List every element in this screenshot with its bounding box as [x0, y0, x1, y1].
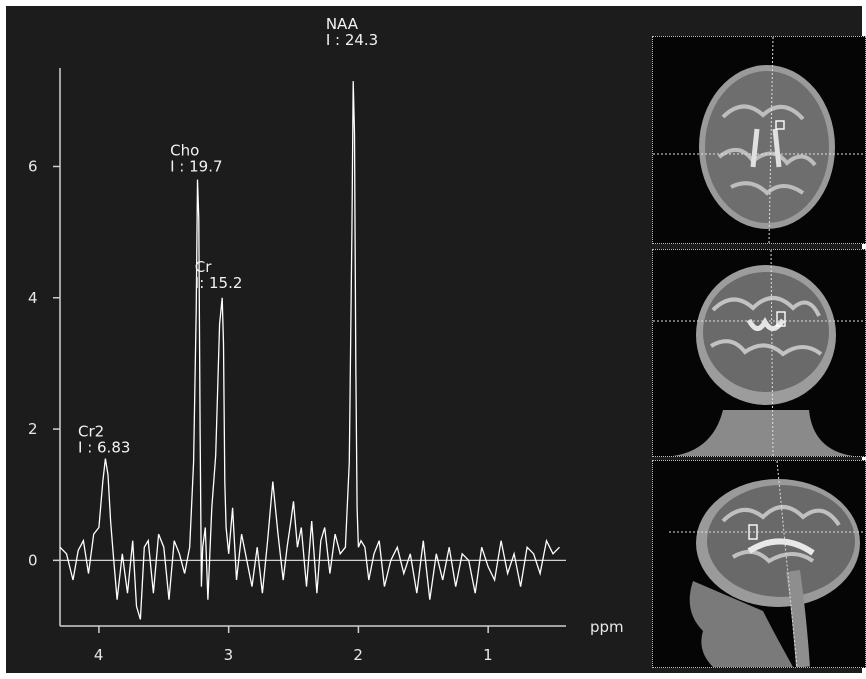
coronal-gyri — [709, 296, 823, 357]
axial-voxel-box — [775, 120, 785, 130]
sagittal-crosshair-v — [776, 461, 798, 667]
peak-name-cr: Cr — [195, 258, 212, 276]
axial-gyri — [717, 104, 817, 196]
y-tick-label: 0 — [28, 551, 38, 569]
x-axis-unit-label: ppm — [590, 618, 624, 636]
y-tick-label: 6 — [28, 157, 38, 175]
peak-integral-cr: I: 15.2 — [195, 274, 243, 292]
localizer-coronal — [652, 249, 866, 457]
localizer-sagittal — [652, 460, 866, 668]
peak-integral-naa: I : 24.3 — [326, 31, 378, 49]
sagittal-face — [689, 581, 793, 667]
peak-name-cho: Cho — [170, 142, 199, 160]
coronal-neck — [673, 410, 853, 456]
y-tick-label: 2 — [28, 420, 38, 438]
coronal-voxel-box — [776, 311, 786, 327]
peak-name-cr2: Cr2 — [78, 423, 104, 441]
x-tick-group: 4 3 2 1 — [94, 626, 493, 664]
sagittal-brainstem — [786, 569, 810, 667]
sagittal-gyri — [721, 505, 841, 564]
peak-integral-cr2: I : 6.83 — [78, 439, 130, 457]
coronal-brain — [703, 272, 829, 392]
peak-integral-cho: I : 19.7 — [170, 158, 222, 176]
axial-ventricles — [750, 128, 782, 168]
y-tick-group: 0 2 4 6 — [28, 157, 60, 569]
sagittal-corpus-callosum — [747, 538, 815, 556]
x-tick-label: 3 — [224, 646, 234, 664]
figure-frame: 0 2 4 6 4 3 2 1 NAA I : 24.3 Cho I : 19.7 Cr I: 15.… — [6, 6, 866, 673]
x-tick-label: 4 — [94, 646, 104, 664]
spectrum-trace — [59, 81, 560, 620]
localizer-axial — [652, 36, 866, 244]
x-tick-label: 1 — [483, 646, 493, 664]
y-tick-label: 4 — [28, 289, 38, 307]
peak-name-naa: NAA — [326, 15, 359, 33]
x-tick-label: 2 — [353, 646, 363, 664]
axial-brain — [705, 71, 829, 223]
